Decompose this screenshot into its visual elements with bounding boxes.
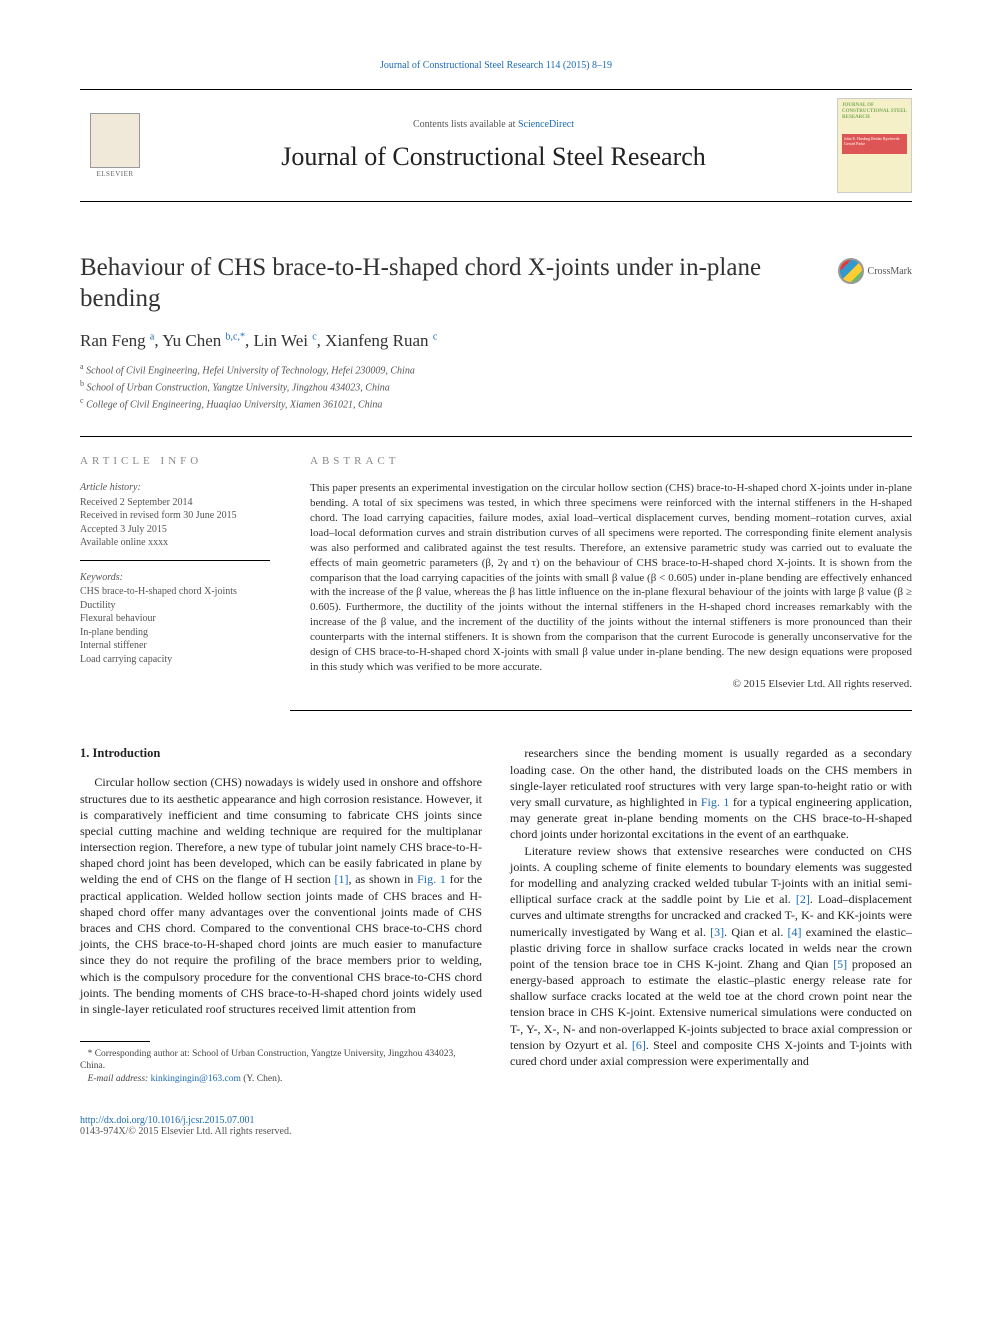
abstract-heading: abstract bbox=[310, 455, 912, 467]
title-row: Behaviour of CHS brace-to-H-shaped chord… bbox=[80, 252, 912, 315]
affiliations: a School of Civil Engineering, Hefei Uni… bbox=[80, 361, 912, 413]
article-title: Behaviour of CHS brace-to-H-shaped chord… bbox=[80, 252, 818, 315]
cover-editors: John E. Harding Reidar Bjorhovde Gerard … bbox=[842, 134, 907, 154]
keyword-line: Internal stiffener bbox=[80, 639, 270, 653]
page-root: Journal of Constructional Steel Research… bbox=[0, 0, 992, 1177]
header-citation[interactable]: Journal of Constructional Steel Research… bbox=[80, 60, 912, 71]
keywords-block: Keywords: CHS brace-to-H-shaped chord X-… bbox=[80, 571, 270, 677]
history-line: Available online xxxx bbox=[80, 536, 270, 550]
email-after: (Y. Chen). bbox=[243, 1074, 282, 1084]
section-1-heading: 1. Introduction bbox=[80, 745, 482, 762]
keyword-line: Ductility bbox=[80, 599, 270, 613]
keyword-line: In-plane bending bbox=[80, 626, 270, 640]
info-abstract-row: article info Article history: Received 2… bbox=[80, 436, 912, 711]
abstract-panel: abstract This paper presents an experime… bbox=[290, 437, 912, 711]
email-label: E-mail address: bbox=[88, 1074, 149, 1084]
history-line: Accepted 3 July 2015 bbox=[80, 523, 270, 537]
crossmark-icon bbox=[838, 258, 864, 284]
page-footer: http://dx.doi.org/10.1016/j.jcsr.2015.07… bbox=[80, 1115, 912, 1137]
contents-available-line: Contents lists available at ScienceDirec… bbox=[150, 119, 837, 130]
abstract-copyright: © 2015 Elsevier Ltd. All rights reserved… bbox=[310, 678, 912, 690]
affiliation-line: c College of Civil Engineering, Huaqiao … bbox=[80, 395, 912, 412]
keywords-subhead: Keywords: bbox=[80, 571, 270, 585]
elsevier-tree-icon bbox=[90, 113, 140, 168]
abstract-text: This paper presents an experimental inve… bbox=[310, 481, 912, 674]
cover-title: JOURNAL OF CONSTRUCTIONAL STEEL RESEARCH bbox=[838, 99, 911, 125]
article-history-block: Article history: Received 2 September 20… bbox=[80, 481, 270, 561]
article-info-heading: article info bbox=[80, 455, 270, 467]
left-column: 1. Introduction Circular hollow section … bbox=[80, 745, 482, 1085]
history-line: Received in revised form 30 June 2015 bbox=[80, 509, 270, 523]
doi-link[interactable]: http://dx.doi.org/10.1016/j.jcsr.2015.07… bbox=[80, 1115, 912, 1126]
keyword-line: Flexural behaviour bbox=[80, 612, 270, 626]
masthead: ELSEVIER Contents lists available at Sci… bbox=[80, 89, 912, 202]
contents-prefix: Contents lists available at bbox=[413, 119, 518, 130]
publisher-logo[interactable]: ELSEVIER bbox=[80, 106, 150, 186]
article-info-panel: article info Article history: Received 2… bbox=[80, 437, 290, 711]
sciencedirect-link[interactable]: ScienceDirect bbox=[518, 119, 574, 130]
affiliation-line: a School of Civil Engineering, Hefei Uni… bbox=[80, 361, 912, 378]
body-paragraph: researchers since the bending moment is … bbox=[510, 745, 912, 842]
masthead-center: Contents lists available at ScienceDirec… bbox=[150, 119, 837, 172]
crossmark-badge[interactable]: CrossMark bbox=[838, 258, 912, 284]
email-footnote: E-mail address: kinkingingin@163.com (Y.… bbox=[80, 1073, 482, 1085]
crossmark-label: CrossMark bbox=[868, 266, 912, 277]
history-subhead: Article history: bbox=[80, 481, 270, 495]
issn-line: 0143-974X/© 2015 Elsevier Ltd. All right… bbox=[80, 1126, 912, 1137]
email-link[interactable]: kinkingingin@163.com bbox=[151, 1074, 241, 1084]
history-line: Received 2 September 2014 bbox=[80, 496, 270, 510]
keyword-line: CHS brace-to-H-shaped chord X-joints bbox=[80, 585, 270, 599]
body-paragraph: Literature review shows that extensive r… bbox=[510, 843, 912, 1070]
journal-name: Journal of Constructional Steel Research bbox=[150, 142, 837, 172]
body-paragraph: Circular hollow section (CHS) nowadays i… bbox=[80, 774, 482, 1017]
authors-line: Ran Feng a, Yu Chen b,c,*, Lin Wei c, Xi… bbox=[80, 331, 912, 351]
keyword-line: Load carrying capacity bbox=[80, 653, 270, 667]
journal-cover-thumb[interactable]: JOURNAL OF CONSTRUCTIONAL STEEL RESEARCH… bbox=[837, 98, 912, 193]
elsevier-label: ELSEVIER bbox=[96, 170, 133, 178]
body-columns: 1. Introduction Circular hollow section … bbox=[80, 745, 912, 1085]
corresponding-author-footnote: * Corresponding author at: School of Urb… bbox=[80, 1048, 482, 1073]
affiliation-line: b School of Urban Construction, Yangtze … bbox=[80, 378, 912, 395]
right-column: researchers since the bending moment is … bbox=[510, 745, 912, 1085]
footnote-rule bbox=[80, 1041, 150, 1042]
